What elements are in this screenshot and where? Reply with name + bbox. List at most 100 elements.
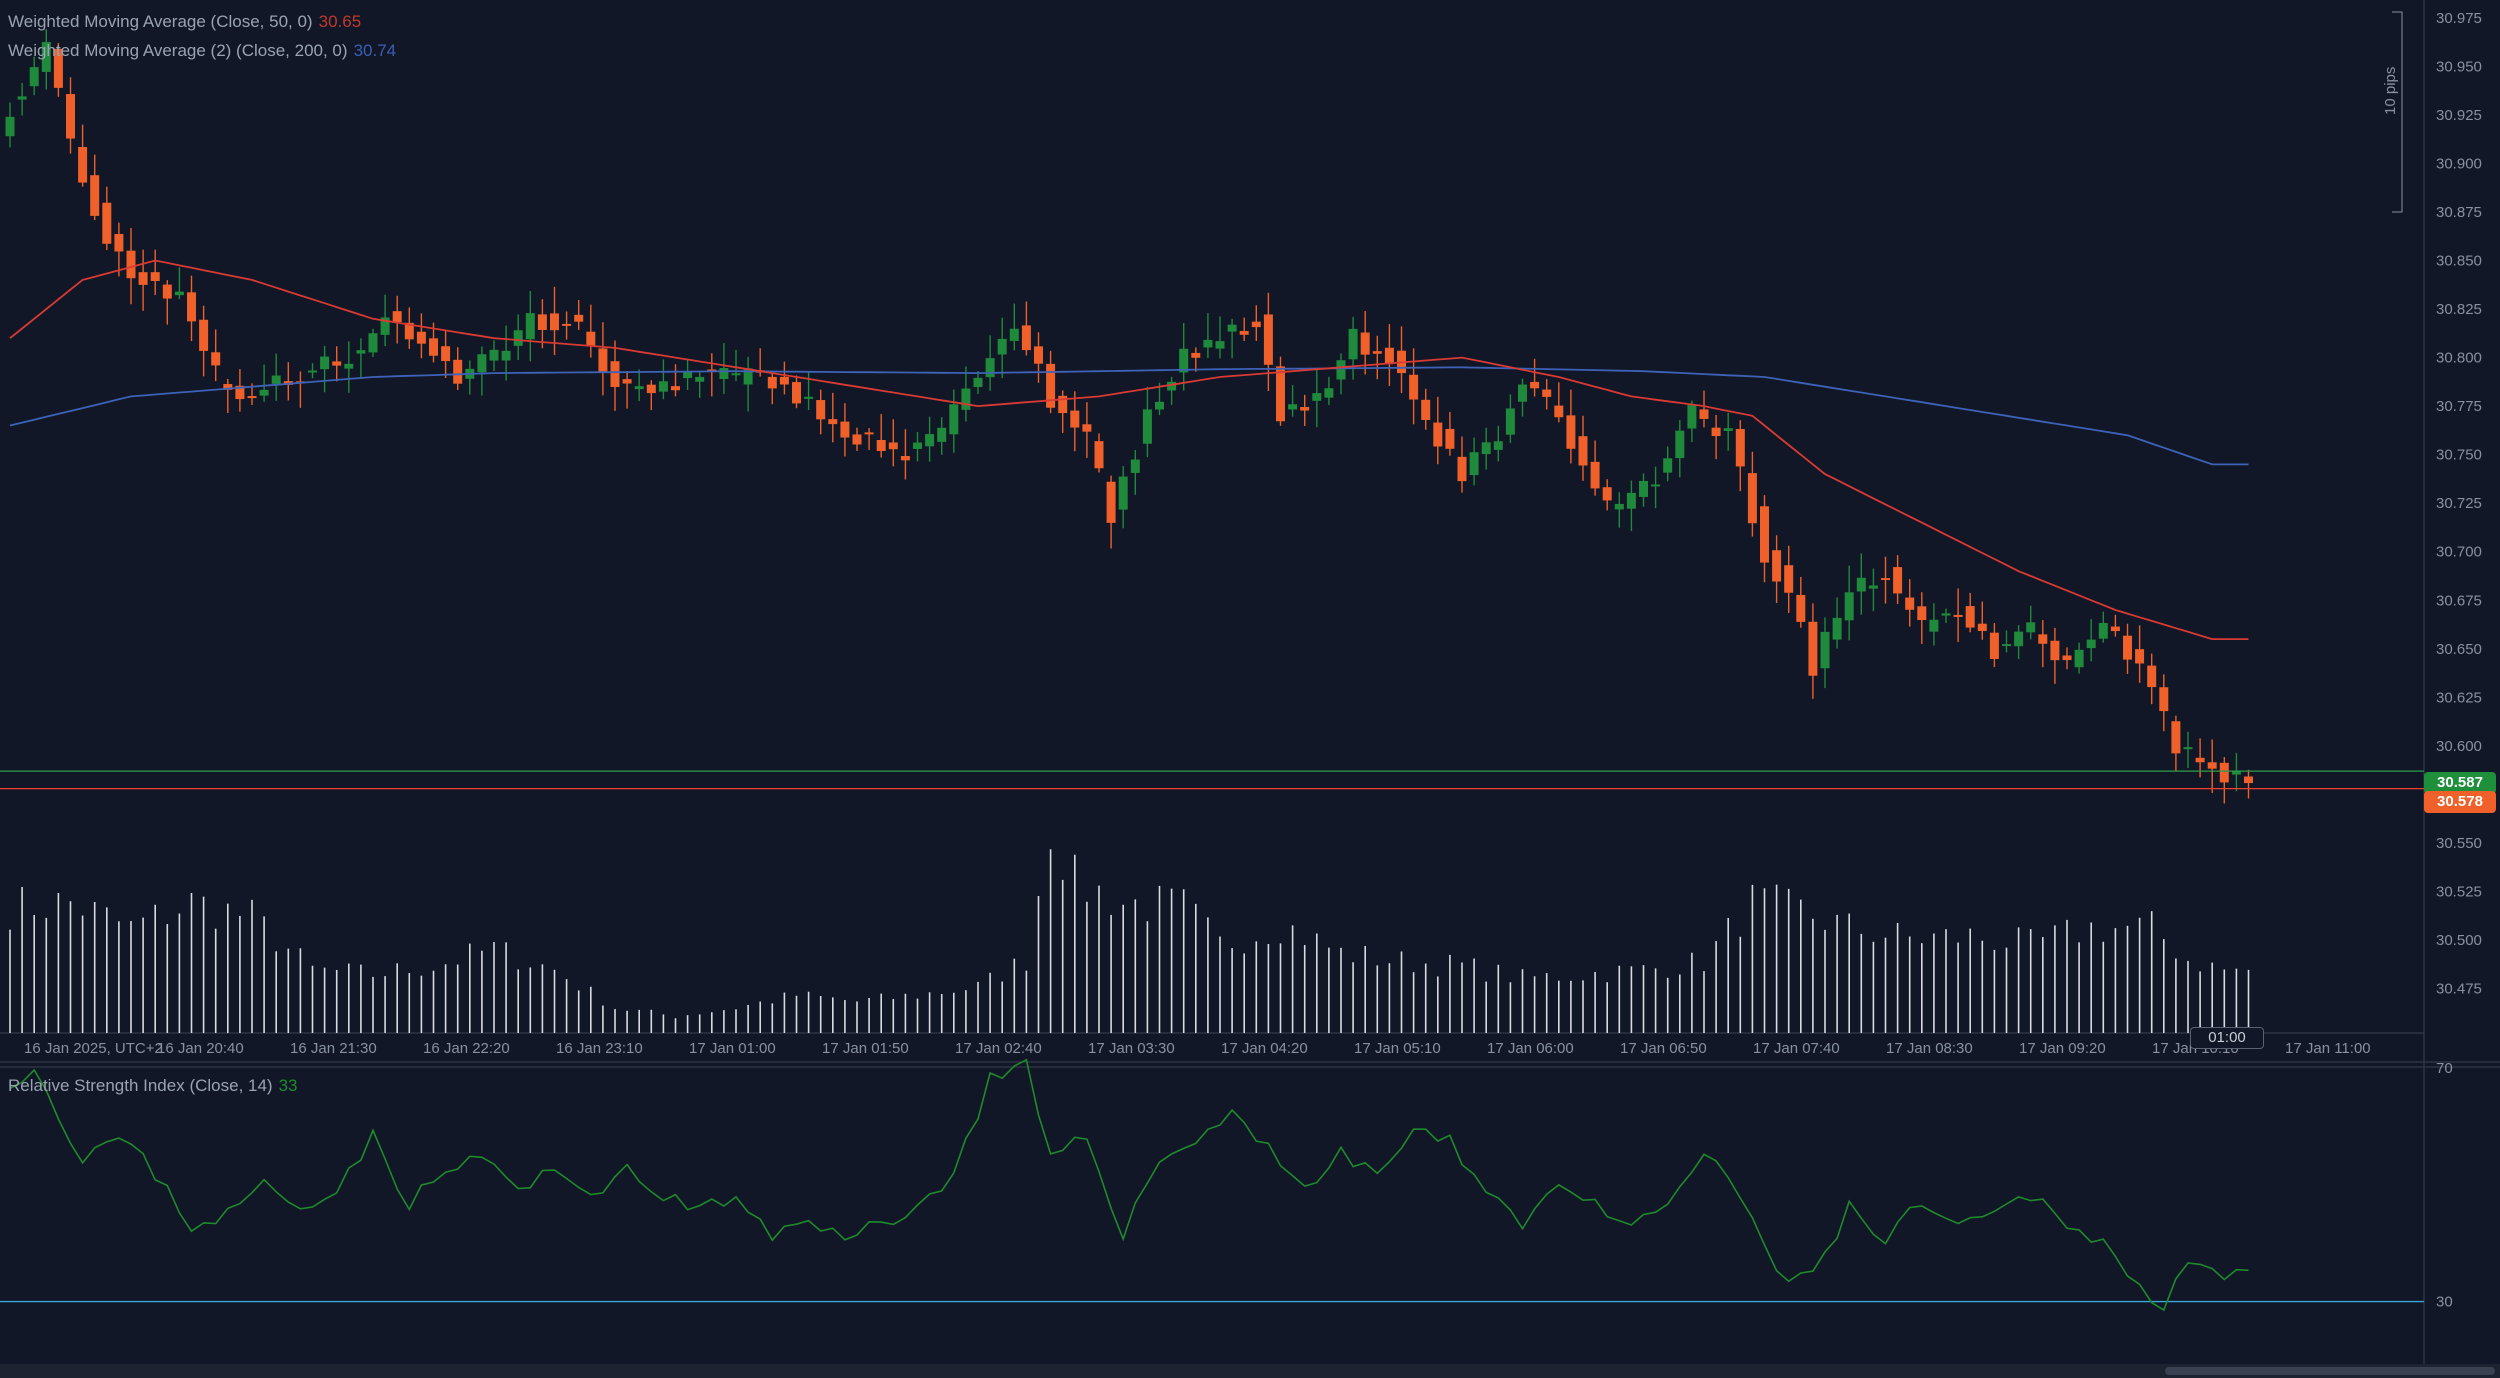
candle-body (1288, 404, 1298, 410)
candle-body (17, 96, 27, 100)
candle-body (416, 331, 426, 344)
candle-body (138, 272, 148, 285)
price-tick-label: 30.625 (2436, 689, 2482, 706)
candle-body (5, 116, 15, 137)
candle-body (1989, 632, 1999, 660)
price-tick-label: 30.900 (2436, 155, 2482, 172)
candle-body (719, 368, 729, 380)
wma200-line (9, 366, 2249, 466)
candle-body (1687, 404, 1697, 429)
candle-body (925, 434, 935, 447)
candle-body (683, 371, 693, 379)
candle-body (562, 323, 572, 326)
candle-body (271, 375, 281, 384)
candle-body (429, 338, 438, 356)
candle-body (102, 202, 112, 244)
candle-body (1445, 428, 1455, 449)
time-tick-label: 16 Jan 22:20 (423, 1040, 510, 1057)
candle-body (1324, 388, 1334, 398)
candle-body (1602, 487, 1612, 501)
candle-body (658, 381, 668, 392)
price-tick-label: 30.925 (2436, 107, 2482, 124)
candle-body (1046, 363, 1056, 408)
candle-body (2147, 665, 2157, 688)
candle-body (1796, 594, 1806, 622)
time-tick-label: 17 Jan 01:00 (689, 1040, 776, 1057)
candle-body (1106, 481, 1116, 523)
candle-body (380, 317, 390, 335)
candle-body (29, 67, 39, 87)
candle-body (1142, 409, 1152, 444)
candle-body (840, 421, 850, 438)
candle-body (259, 389, 269, 396)
wma50-legend: Weighted Moving Average (Close, 50, 0) 30… (8, 12, 361, 32)
price-tick-label: 30.650 (2436, 641, 2482, 658)
time-tick-label: 17 Jan 09:20 (2019, 1040, 2106, 1057)
wma50-label: Weighted Moving Average (Close, 50, 0) (8, 12, 313, 31)
candle-body (1493, 441, 1503, 450)
candle-body (900, 456, 910, 461)
candle-body (1058, 395, 1068, 414)
price-tick-label: 30.675 (2436, 592, 2482, 609)
candle-body (2002, 644, 2011, 647)
price-tick-label: 30.475 (2436, 981, 2482, 998)
candle-body (2219, 762, 2229, 783)
candle-body (1868, 585, 1878, 589)
candle-body (1844, 592, 1854, 621)
price-tick-label: 30.800 (2436, 350, 2482, 367)
candle-body (392, 311, 402, 322)
candle-body (1651, 484, 1661, 487)
horizontal-scrollbar[interactable] (0, 1364, 2500, 1378)
candle-body (320, 356, 330, 370)
candle-body (1929, 619, 1939, 632)
candle-body (126, 250, 136, 279)
candle-body (1614, 503, 1624, 510)
candle-body (1372, 351, 1382, 354)
candle-body (1626, 492, 1636, 509)
candle-body (211, 352, 221, 366)
candle-body (513, 330, 523, 346)
candle-body (949, 404, 959, 435)
time-tick-label: 16 Jan 20:40 (157, 1040, 244, 1057)
candle-body (187, 292, 196, 322)
price-tick-label: 30.700 (2436, 544, 2482, 561)
candle-body (1094, 441, 1104, 469)
candle-body (1179, 348, 1189, 373)
candle-body (1034, 346, 1043, 364)
wma50-line (9, 259, 2249, 640)
candle-body (1578, 436, 1588, 466)
candle-body (344, 363, 354, 369)
candle-body (1021, 325, 1031, 351)
bid-price-tag: 30.587 (2424, 772, 2496, 794)
time-tick-label: 17 Jan 04:20 (1221, 1040, 1308, 1057)
candle-body (2038, 634, 2048, 644)
candle-body (1469, 452, 1479, 476)
candle-body (308, 370, 317, 373)
candle-body (1070, 410, 1080, 428)
candle-body (707, 369, 717, 372)
scroll-thumb[interactable] (2165, 1367, 2495, 1375)
candle-body (1009, 328, 1019, 341)
candle-body (1409, 374, 1419, 400)
time-tick-label: 17 Jan 03:30 (1088, 1040, 1175, 1057)
candle-body (90, 175, 100, 216)
pips-ruler-label: 10 pips (2382, 66, 2399, 115)
price-tick-label: 30.725 (2436, 495, 2482, 512)
candle-body (1263, 314, 1273, 365)
candle-body (332, 361, 342, 366)
candle-body (1360, 332, 1370, 355)
rsi-tick-label: 30 (2436, 1294, 2453, 1311)
rsi-label: Relative Strength Index (Close, 14) (8, 1076, 273, 1095)
candle-body (1832, 617, 1842, 640)
candle-body (913, 442, 922, 449)
candle-body (743, 368, 753, 385)
candle-body (622, 379, 632, 384)
candle-body (671, 386, 680, 391)
candle-body (1082, 424, 1092, 432)
candle-body (816, 400, 826, 420)
candle-body (876, 439, 886, 452)
candle-body (2231, 770, 2241, 775)
price-tick-label: 30.500 (2436, 932, 2482, 949)
candle-body (2195, 757, 2205, 763)
